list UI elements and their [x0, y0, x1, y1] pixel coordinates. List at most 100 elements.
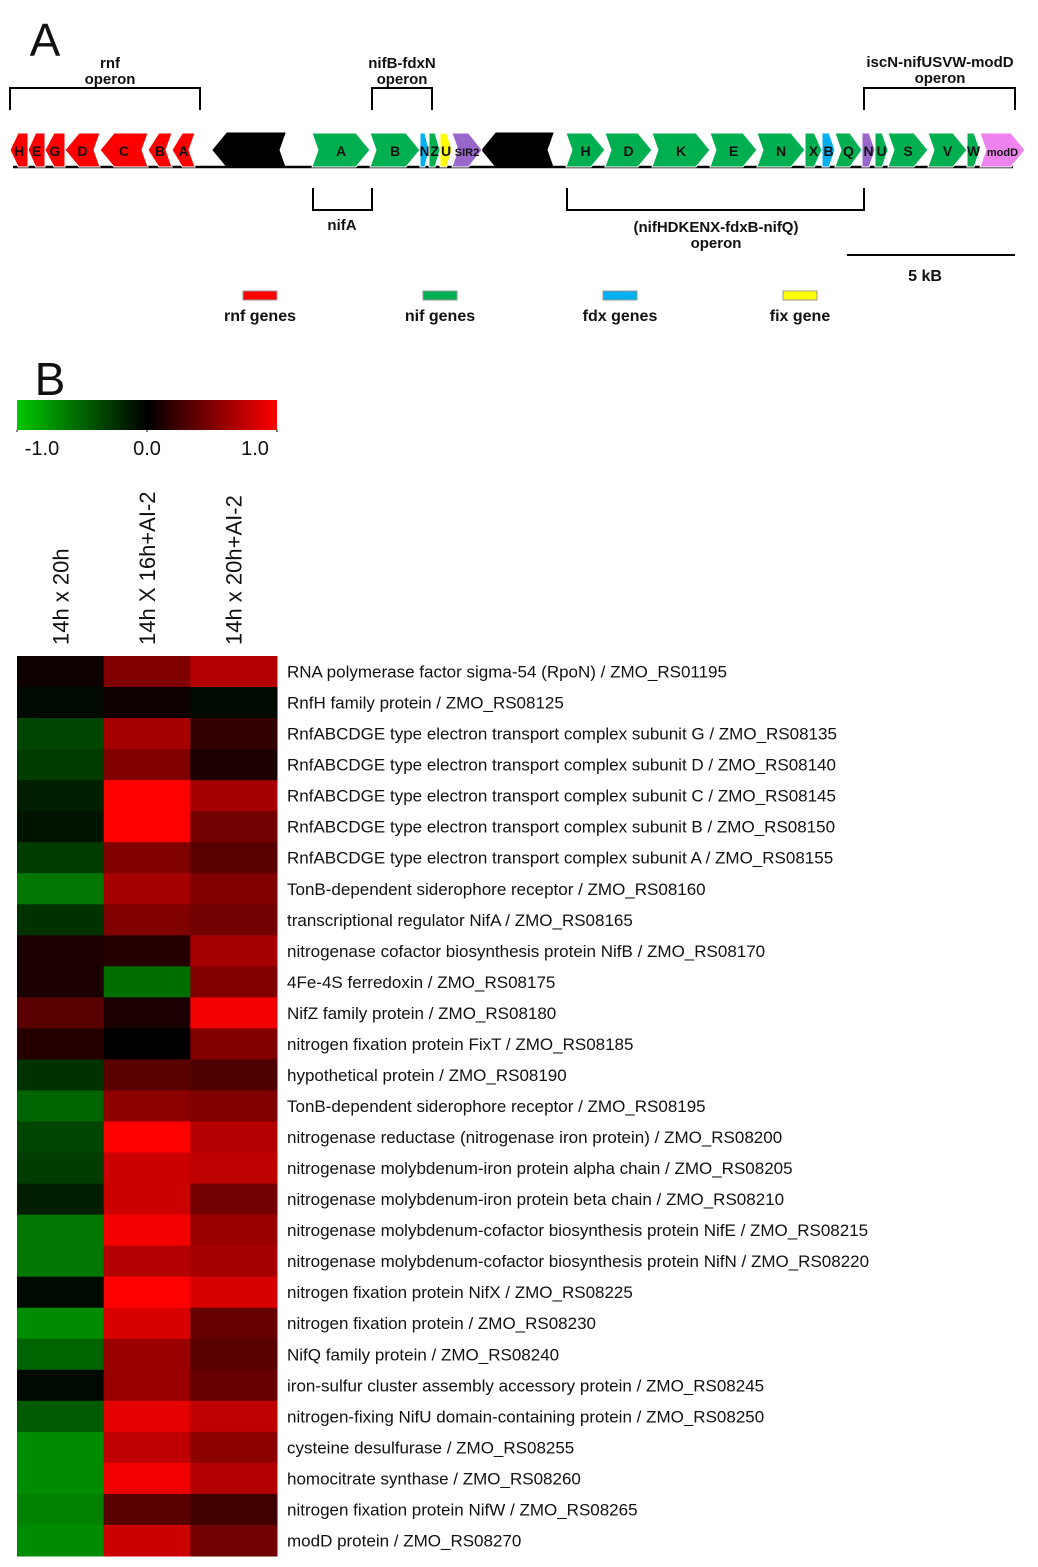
heatmap-cell [17, 811, 105, 843]
gene-label: K [676, 143, 686, 159]
gene-label: H [14, 143, 24, 159]
gene-label: D [77, 143, 87, 159]
heatmap-cell [190, 1183, 278, 1216]
gene-arrow [451, 132, 483, 168]
heatmap-cell [103, 1276, 191, 1309]
gene-arrow [481, 132, 554, 168]
heatmap-cell [190, 1090, 278, 1123]
row-label: transcriptional regulator NifA / ZMO_RS0… [287, 911, 633, 930]
operon-label: nifA [327, 217, 356, 234]
legend-swatch [242, 290, 278, 301]
gene-label: A [178, 143, 188, 159]
row-label: RnfABCDGE type electron transport comple… [287, 725, 837, 744]
column-label: 14h X 16h+AI-2 [135, 491, 160, 645]
legend-label: rnf genes [224, 308, 296, 325]
gene-label: S [903, 143, 912, 159]
heatmap-cell [103, 1493, 191, 1526]
heatmap-cell [190, 656, 278, 688]
panel-label: A [30, 14, 61, 66]
panel-label: B [35, 353, 66, 405]
heatmap-cell [103, 1152, 191, 1185]
legend-swatch [602, 290, 638, 301]
heatmap-cell [190, 1276, 278, 1309]
gene-arrow [565, 132, 606, 168]
gene-arrow [147, 132, 173, 168]
gene-label: H [580, 143, 590, 159]
heatmap-cell [190, 1462, 278, 1495]
heatmap-cell [103, 997, 191, 1029]
row-label: hypothetical protein / ZMO_RS08190 [287, 1066, 567, 1085]
heatmap-cell [17, 1214, 105, 1247]
column-label: 14h x 20h+AI-2 [222, 495, 247, 645]
legend-label: fdx genes [583, 308, 658, 325]
heatmap-cell [103, 1338, 191, 1371]
row-label: nitrogenase molybdenum-iron protein beta… [287, 1190, 784, 1209]
gene-label: E [729, 143, 738, 159]
row-label: NifQ family protein / ZMO_RS08240 [287, 1345, 559, 1364]
heatmap-cell [103, 780, 191, 812]
gene-arrow [756, 132, 806, 168]
row-label: nitrogenase molybdenum-cofactor biosynth… [287, 1221, 868, 1240]
row-label: nitrogen fixation protein NifW / ZMO_RS0… [287, 1500, 638, 1519]
colorbar-tick-label: -1.0 [25, 438, 59, 460]
heatmap-cell [103, 1090, 191, 1123]
gene-arrow [439, 132, 453, 168]
heatmap-cell [190, 1431, 278, 1464]
heatmap-cell [103, 1059, 191, 1091]
row-label: NifZ family protein / ZMO_RS08180 [287, 1004, 556, 1023]
heatmap-cell [190, 1400, 278, 1433]
gene-label: B [390, 143, 400, 159]
row-label: nitrogen fixation protein FixT / ZMO_RS0… [287, 1035, 633, 1054]
heatmap-cell [103, 811, 191, 843]
operon-label: rnf [100, 55, 121, 72]
gene-label: A [336, 143, 346, 159]
heatmap-cell [103, 1245, 191, 1278]
operon-label: operon [85, 71, 136, 88]
heatmap-cell [190, 811, 278, 843]
gene-arrow [64, 132, 101, 168]
heatmap-cell [103, 1400, 191, 1433]
heatmap-cell [103, 1183, 191, 1216]
heatmap-cell [190, 1307, 278, 1340]
colorbar [17, 400, 277, 430]
gene-arrow [874, 132, 889, 168]
heatmap-cell [17, 1338, 105, 1371]
heatmap-cell [17, 1493, 105, 1526]
heatmap-cell [190, 935, 278, 967]
heatmap-cell [190, 687, 278, 719]
heatmap-cell [17, 749, 105, 781]
heatmap-cell [103, 1462, 191, 1495]
heatmap-cell [17, 1245, 105, 1278]
heatmap-cell [17, 842, 105, 874]
heatmap-cell [17, 1059, 105, 1091]
legend-label: fix gene [770, 308, 831, 325]
heatmap-cell [190, 1245, 278, 1278]
gene-arrow [419, 132, 430, 168]
heatmap-cell [17, 1152, 105, 1185]
heatmap-cell [103, 656, 191, 688]
operon-label: operon [915, 70, 966, 87]
legend-swatch [422, 290, 458, 301]
operon-label: (nifHDKENX-fdxB-nifQ) [634, 219, 799, 236]
gene-label: D [623, 143, 633, 159]
heatmap-cell [17, 966, 105, 998]
heatmap: -1.0 0.0 1.0 14h x 20h 14h X 16h+AI-2 14h x 2… [16, 400, 869, 1557]
legend-swatch [782, 290, 818, 301]
gene-label: Q [843, 143, 854, 159]
heatmap-cell [103, 904, 191, 936]
heatmap-cell [17, 997, 105, 1029]
gene-label: N [419, 143, 429, 159]
gene-arrow [887, 132, 929, 168]
gene-label: B [823, 143, 833, 159]
heatmap-cell [103, 966, 191, 998]
heatmap-cell [17, 1307, 105, 1340]
gene-label: Z [430, 143, 439, 159]
gene-label: G [50, 143, 61, 159]
gene-arrow [979, 132, 1026, 168]
heatmap-cell [190, 1493, 278, 1526]
row-label: modD protein / ZMO_RS08270 [287, 1531, 521, 1550]
heatmap-cell [17, 1183, 105, 1216]
heatmap-cell [103, 687, 191, 719]
